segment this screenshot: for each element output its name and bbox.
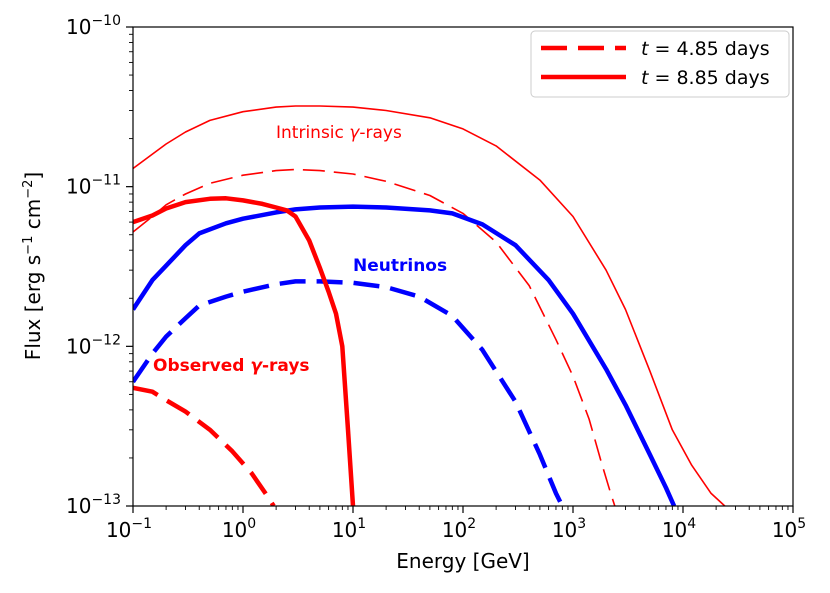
y-tick-label: 10−13 (66, 492, 121, 518)
y-axis-label-exp2: −2 (21, 180, 36, 199)
legend: t = 4.85 days t = 8.85 days (530, 30, 790, 98)
y-tick-label: 10−12 (66, 332, 121, 358)
annotation-intrinsic-text: Intrinsic (276, 123, 349, 143)
y-axis-label-mid: cm (21, 199, 45, 236)
y-axis-label-main: Flux [erg s (21, 255, 45, 360)
x-tick-label: 104 (662, 516, 696, 542)
legend-t-dashed: t (641, 38, 650, 60)
series-line-3 (133, 279, 565, 506)
y-tick-label: 10−10 (66, 13, 121, 39)
x-tick-label: 100 (222, 516, 256, 542)
annotation-intrinsic-tail: -rays (359, 123, 402, 143)
series-line-2 (133, 204, 677, 506)
legend-rest-dashed: = 4.85 days (648, 38, 769, 60)
y-tick-label: 10−11 (66, 173, 121, 199)
series-line-5 (133, 385, 276, 506)
legend-t-solid: t (641, 67, 650, 89)
annotation-intrinsic-gamma-rays: Intrinsic γ-rays (276, 123, 402, 143)
series-line-0 (133, 105, 726, 506)
x-tick-label: 101 (332, 516, 366, 542)
series-line-1 (133, 168, 616, 506)
annotation-observed-tail: -rays (262, 356, 310, 376)
annotation-observed-text: Observed (153, 356, 250, 376)
plot-frame (132, 26, 794, 507)
y-axis-label: Flux [erg s−1 cm−2] (21, 172, 45, 360)
legend-label-dashed: t = 4.85 days (641, 38, 770, 60)
x-tick-label: 105 (772, 516, 806, 542)
annotation-intrinsic-greek: γ (349, 123, 360, 143)
y-axis-label-end: ] (21, 172, 45, 180)
legend-label-solid: t = 8.85 days (641, 67, 770, 89)
x-tick-label: 103 (552, 516, 586, 542)
legend-rest-solid: = 8.85 days (648, 67, 769, 89)
annotation-observed-gamma-rays: Observed γ-rays (153, 356, 310, 376)
annotation-observed-greek: γ (250, 356, 263, 376)
series-line-4 (133, 196, 356, 506)
annotation-neutrinos: Neutrinos (353, 256, 447, 276)
x-tick-label: 10−1 (106, 516, 152, 542)
y-axis-label-exp1: −1 (21, 236, 36, 255)
x-axis-label: Energy [GeV] (396, 549, 529, 573)
x-tick-label: 102 (442, 516, 476, 542)
annotation-neutrinos-text: Neutrinos (353, 256, 447, 276)
